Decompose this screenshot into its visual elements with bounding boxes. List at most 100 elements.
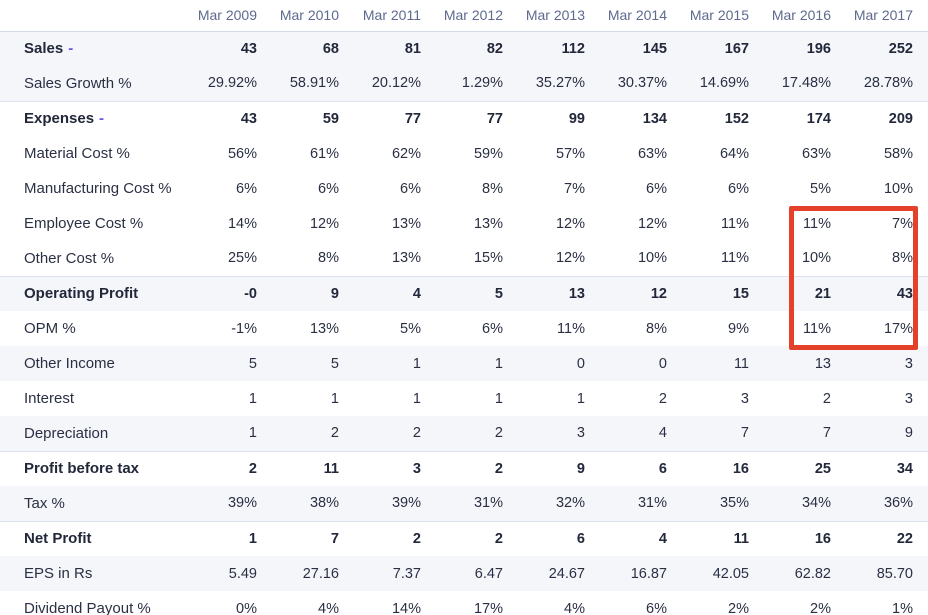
row-label: Profit before tax (0, 450, 190, 486)
value-cell: 12% (555, 250, 585, 267)
value-cell: 9% (728, 320, 749, 337)
value-cell: 6% (646, 600, 667, 615)
row-label-text: Sales (24, 40, 64, 58)
table-row: Other Income 5 5 1 1 0 0 11 13 3 (0, 346, 928, 381)
value-cell: 6.47 (436, 556, 518, 591)
value-cell: 16 (682, 450, 764, 486)
value-cell: 3 (354, 450, 436, 486)
value-cell: 36% (846, 486, 928, 521)
value-cell: 0 (600, 346, 682, 381)
value-cell: 12% (309, 215, 339, 232)
value-cell: 43 (190, 31, 272, 66)
row-label: Sales Growth % (0, 66, 190, 101)
table-row: Dividend Payout % 0% 4% 14% 17% 4% 6% 2% 2% 1% (0, 591, 928, 615)
value-cell: 28.78% (846, 66, 928, 101)
row-label-text: Sales Growth % (24, 74, 132, 92)
value-cell: 43 (846, 275, 928, 311)
value-cell: 77 (436, 100, 518, 136)
value-cell: 24.67 (518, 556, 600, 591)
value-cell: 11% (721, 250, 749, 267)
value-cell: 25 (764, 450, 846, 486)
row-label: Tax % (0, 486, 190, 521)
row-label-text: Net Profit (24, 530, 92, 548)
value-cell: 2% (728, 600, 749, 615)
column-header: Mar 2016 (764, 0, 846, 32)
value-cell: 38% (272, 486, 354, 521)
value-cell: 11 (272, 450, 354, 486)
value-cell: 134 (600, 100, 682, 136)
value-cell: 112 (518, 31, 600, 66)
value-cell: 1 (436, 346, 518, 381)
row-label-text: Employee Cost % (24, 215, 144, 232)
value-cell: 9 (518, 450, 600, 486)
value-cell: 6% (728, 180, 749, 197)
value-cell: 1.29% (436, 66, 518, 101)
value-cell: 17% (883, 320, 913, 337)
value-cell: 5% (400, 320, 421, 337)
value-cell: 43 (190, 100, 272, 136)
table-row: Profit before tax 2 11 3 2 9 6 16 25 34 (0, 450, 928, 486)
value-cell: 0% (236, 600, 257, 615)
value-cell: 8% (482, 180, 503, 197)
table-row: Tax % 39% 38% 39% 31% 32% 31% 35% 34% 36% (0, 486, 928, 521)
value-cell: 1 (190, 416, 272, 451)
column-header: Mar 2012 (436, 0, 518, 32)
value-cell: 167 (682, 31, 764, 66)
value-cell: 13 (518, 275, 600, 311)
value-cell: 2 (822, 390, 831, 407)
value-cell: 3 (518, 416, 600, 451)
value-cell: 6% (482, 320, 503, 337)
row-label-text: Profit before tax (24, 460, 140, 478)
value-cell: 64% (719, 145, 749, 162)
value-cell: 35% (682, 486, 764, 521)
value-cell: 81 (354, 31, 436, 66)
value-cell: 6 (518, 520, 600, 556)
value-cell: 13% (309, 320, 339, 337)
value-cell: 14.69% (682, 66, 764, 101)
value-cell: 2 (272, 416, 354, 451)
value-cell: 1 (412, 390, 421, 407)
value-cell: 58% (883, 145, 913, 162)
column-header: Mar 2011 (354, 0, 436, 32)
value-cell: 6% (236, 180, 257, 197)
table-row: Other Cost % 25% 8% 13% 15% 12% 10% 11% 10% 8% (0, 241, 928, 276)
value-cell: 5 (436, 275, 518, 311)
row-label-text: Expenses (24, 110, 95, 128)
row-label: Dividend Payout % (0, 591, 190, 615)
value-cell: 22 (846, 520, 928, 556)
row-label-text: Interest (24, 390, 75, 407)
value-cell: 56% (227, 145, 257, 162)
value-cell: 17% (473, 600, 503, 615)
row-label: Employee Cost % (0, 206, 190, 241)
value-cell: 7% (564, 180, 585, 197)
table-row: Operating Profit -0 9 4 5 13 12 15 21 43 (0, 275, 928, 311)
value-cell: 62% (391, 145, 421, 162)
value-cell: 13% (473, 215, 503, 232)
value-cell: 13 (764, 346, 846, 381)
collapse-toggle[interactable]: - (68, 40, 74, 58)
value-cell: 11% (557, 320, 585, 337)
value-cell: -0 (190, 275, 272, 311)
value-cell: 12 (600, 275, 682, 311)
collapse-toggle[interactable]: - (99, 110, 105, 128)
value-cell: 30.37% (600, 66, 682, 101)
value-cell: 5% (810, 180, 831, 197)
value-cell: 11 (682, 520, 764, 556)
value-cell: 145 (600, 31, 682, 66)
value-cell: 4% (564, 600, 585, 615)
value-cell: 6% (400, 180, 421, 197)
value-cell: 35.27% (518, 66, 600, 101)
table-row: Sales -43 68 81 82 112 145 167 196 252 (0, 31, 928, 66)
row-label: Depreciation (0, 416, 190, 451)
value-cell: 15% (473, 250, 503, 267)
value-cell: 5 (190, 346, 272, 381)
column-header: Mar 2010 (272, 0, 354, 32)
value-cell: 2 (436, 450, 518, 486)
value-cell: 8% (318, 250, 339, 267)
value-cell: 4 (600, 416, 682, 451)
value-cell: 1 (576, 390, 585, 407)
table-row: Employee Cost % 14% 12% 13% 13% 12% 12% 11% 11% 7… (0, 206, 928, 241)
value-cell: 34 (846, 450, 928, 486)
table-row: Depreciation 1 2 2 2 3 4 7 7 9 (0, 416, 928, 451)
